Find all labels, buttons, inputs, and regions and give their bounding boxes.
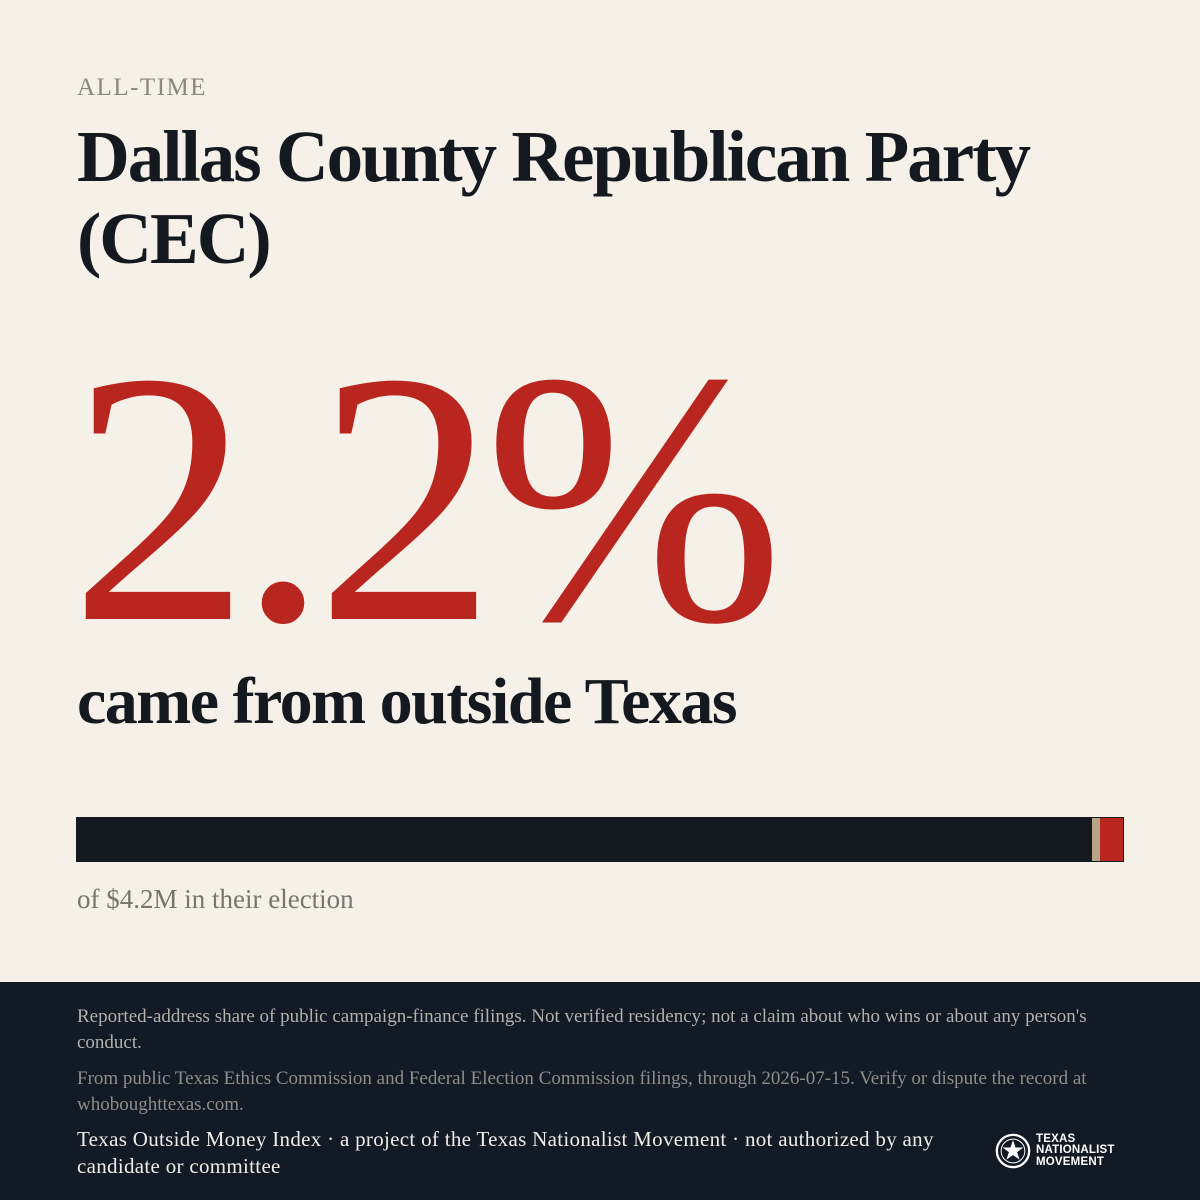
logo-wordmark: TEXAS NATIONALIST MOVEMENT: [1036, 1132, 1115, 1169]
footer-disclaimer: Reported-address share of public campaig…: [77, 1006, 1087, 1053]
bar-outside-fill: [1100, 818, 1123, 861]
footer-project-credit: Texas Outside Money Index · a project of…: [77, 1127, 934, 1178]
stat-caption: came from outside Texas: [77, 665, 738, 738]
tnm-logo: TEXAS NATIONALIST MOVEMENT: [994, 1132, 1115, 1170]
logo-line-texas: TEXAS: [1036, 1132, 1076, 1145]
logo-line-nationalist: NATIONALIST: [1036, 1144, 1115, 1157]
bar-divider-tick: [1092, 818, 1100, 861]
page-title: Dallas County Republican Party (CEC): [77, 116, 1031, 279]
timeframe-label: ALL-TIME: [77, 74, 208, 101]
outside-share-percent: 2.2%: [70, 298, 784, 697]
outside-share-bar: [76, 817, 1124, 862]
footer: [0, 982, 1200, 1200]
total-amount-caption: of $4.2M in their election: [77, 884, 354, 914]
footer-source-note: From public Texas Ethics Commission and …: [77, 1068, 1087, 1115]
logo-line-movement: MOVEMENT: [1036, 1155, 1105, 1168]
star-badge-icon: [995, 1133, 1031, 1169]
